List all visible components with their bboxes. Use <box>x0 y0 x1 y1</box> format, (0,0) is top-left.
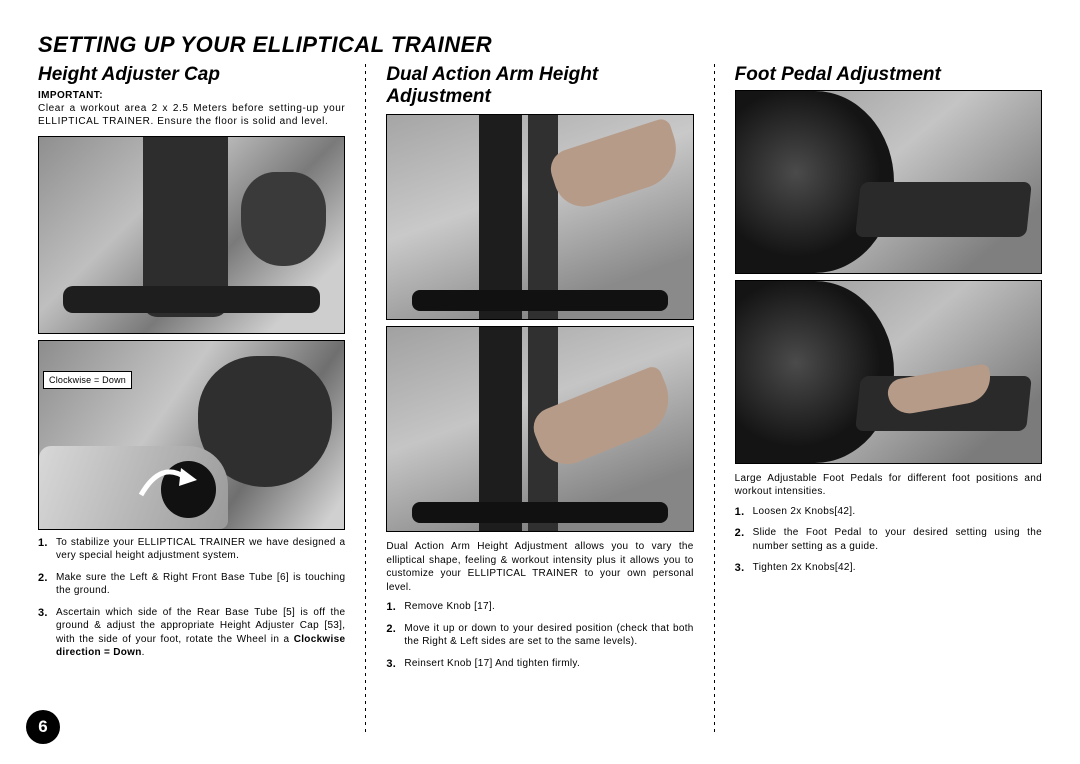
col1-title: Height Adjuster Cap <box>38 64 345 86</box>
col2-title: Dual Action Arm Height Adjustment <box>386 64 693 110</box>
column-divider <box>714 64 715 732</box>
columns-wrapper: Height Adjuster Cap IMPORTANT: Clear a w… <box>38 64 1042 732</box>
list-item: To stabilize your ELLIPTICAL TRAINER we … <box>38 536 345 563</box>
col2-steps: Remove Knob [17]. Move it up or down to … <box>386 600 693 678</box>
rotate-arrow-icon <box>131 450 201 510</box>
page-number-badge: 6 <box>26 710 60 744</box>
col3-image-1 <box>735 90 1042 274</box>
list-item: Tighten 2x Knobs[42]. <box>735 561 1042 575</box>
col2-image-2 <box>386 326 693 532</box>
list-item: Remove Knob [17]. <box>386 600 693 614</box>
col3-steps: Loosen 2x Knobs[42]. Slide the Foot Peda… <box>735 505 1042 583</box>
col2-image-1 <box>386 114 693 320</box>
important-label: IMPORTANT: <box>38 90 345 101</box>
column-dual-action-arm: Dual Action Arm Height Adjustment Dual <box>386 64 693 732</box>
clockwise-callout: Clockwise = Down <box>43 371 132 389</box>
page-title: SETTING UP YOUR ELLIPTICAL TRAINER <box>38 32 1042 58</box>
col2-intro: Dual Action Arm Height Adjustment allows… <box>386 540 693 594</box>
list-item: Ascertain which side of the Rear Base Tu… <box>38 606 345 660</box>
list-item: Loosen 2x Knobs[42]. <box>735 505 1042 519</box>
list-item: Slide the Foot Pedal to your desired set… <box>735 526 1042 553</box>
list-item: Make sure the Left & Right Front Base Tu… <box>38 571 345 598</box>
step3-end: . <box>142 647 145 658</box>
col1-image-2: Clockwise = Down <box>38 340 345 530</box>
col3-intro: Large Adjustable Foot Pedals for differe… <box>735 472 1042 499</box>
column-height-adjuster: Height Adjuster Cap IMPORTANT: Clear a w… <box>38 64 345 732</box>
manual-page: SETTING UP YOUR ELLIPTICAL TRAINER Heigh… <box>0 0 1080 764</box>
col1-steps: To stabilize your ELLIPTICAL TRAINER we … <box>38 536 345 668</box>
col1-image-1 <box>38 136 345 334</box>
col3-image-2 <box>735 280 1042 464</box>
column-divider <box>365 64 366 732</box>
important-text: Clear a workout area 2 x 2.5 Meters befo… <box>38 102 345 128</box>
list-item: Reinsert Knob [17] And tighten firmly. <box>386 657 693 671</box>
column-foot-pedal: Foot Pedal Adjustment Large Adjustable F… <box>735 64 1042 732</box>
col3-title: Foot Pedal Adjustment <box>735 64 1042 86</box>
list-item: Move it up or down to your desired posit… <box>386 622 693 649</box>
